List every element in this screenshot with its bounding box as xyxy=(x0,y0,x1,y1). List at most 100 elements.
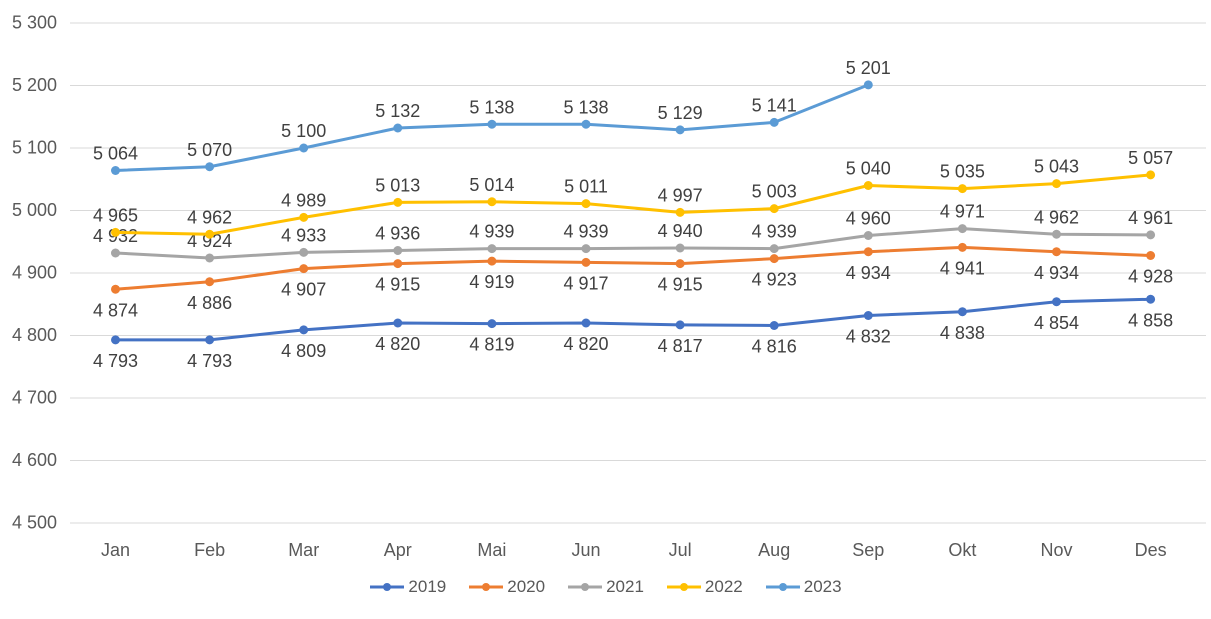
data-point-2023 xyxy=(111,166,120,175)
data-point-2020 xyxy=(205,277,215,287)
series-line-2021 xyxy=(114,227,1153,260)
data-point-2021 xyxy=(205,253,215,263)
data-label-2022: 5 003 xyxy=(752,182,797,202)
data-point-2021 xyxy=(393,246,403,255)
legend-dot xyxy=(383,583,392,591)
legend-label: 2021 xyxy=(606,577,644,596)
data-label-2021: 4 924 xyxy=(187,231,232,251)
data-label-2022: 4 962 xyxy=(187,207,232,227)
data-point-2022 xyxy=(769,204,779,214)
legend-dot xyxy=(482,583,491,591)
data-label-2021: 4 971 xyxy=(940,202,985,222)
data-label-2020: 4 941 xyxy=(940,258,985,278)
data-label-2020: 4 934 xyxy=(846,263,891,283)
data-label-2021: 4 939 xyxy=(752,222,797,242)
data-label-2019: 4 820 xyxy=(563,334,608,354)
x-axis-tick-label: Apr xyxy=(384,540,412,560)
data-label-2020: 4 874 xyxy=(93,300,138,320)
data-label-2021: 4 939 xyxy=(563,222,608,242)
data-point-2021 xyxy=(299,247,309,257)
data-point-2021 xyxy=(675,243,685,253)
chart-legend: 2019 2020 2021 2022 2023 xyxy=(0,574,1211,600)
y-axis-tick-label: 4 800 xyxy=(12,325,57,345)
data-label-2022: 5 035 xyxy=(940,162,985,182)
data-point-2023 xyxy=(863,80,873,90)
data-label-2023: 5 138 xyxy=(469,97,514,117)
data-point-2023 xyxy=(205,162,215,172)
data-point-2022 xyxy=(863,181,873,190)
y-axis-tick-label: 5 300 xyxy=(12,13,57,33)
data-point-2020 xyxy=(393,259,403,269)
data-label-2022: 4 965 xyxy=(93,205,138,225)
data-point-2022 xyxy=(1052,179,1061,189)
data-point-2020 xyxy=(957,242,967,252)
data-point-2019 xyxy=(863,311,873,320)
data-point-2020 xyxy=(1146,251,1156,260)
data-point-2023 xyxy=(769,117,779,127)
data-label-2022: 5 043 xyxy=(1034,157,1079,177)
legend-dot xyxy=(581,583,590,591)
x-axis-tick-label: Sep xyxy=(852,540,884,560)
data-label-2022: 5 013 xyxy=(375,175,420,195)
data-point-2019 xyxy=(111,335,120,345)
data-label-2023: 5 070 xyxy=(187,140,232,160)
data-label-2019: 4 819 xyxy=(469,335,514,355)
legend-item-2022: 2022 xyxy=(666,577,743,597)
y-axis-tick-label: 4 600 xyxy=(12,450,57,470)
data-label-2023: 5 138 xyxy=(563,97,608,117)
data-label-2019: 4 820 xyxy=(375,334,420,354)
y-axis-tick-label: 5 100 xyxy=(12,138,57,158)
x-axis-tick-label: Jan xyxy=(101,540,130,560)
data-label-2020: 4 934 xyxy=(1034,263,1079,283)
data-point-2022 xyxy=(205,229,215,239)
data-label-2019: 4 793 xyxy=(93,351,138,371)
y-axis-tick-label: 5 200 xyxy=(12,75,57,95)
data-label-2021: 4 961 xyxy=(1128,208,1173,228)
data-label-2021: 4 940 xyxy=(658,221,703,241)
data-point-2019 xyxy=(299,325,309,335)
data-label-2022: 5 014 xyxy=(469,175,514,195)
data-label-2022: 5 011 xyxy=(564,177,608,197)
data-label-2023: 5 132 xyxy=(375,101,420,121)
legend-item-2023: 2023 xyxy=(765,577,842,597)
data-label-2019: 4 816 xyxy=(752,337,797,357)
data-point-2022 xyxy=(675,207,685,217)
x-axis-tick-label: Mar xyxy=(288,540,319,560)
data-point-2023 xyxy=(393,123,403,133)
data-point-2021 xyxy=(581,244,591,254)
legend-dot xyxy=(679,583,688,591)
data-point-2022 xyxy=(487,197,497,207)
data-label-2019: 4 858 xyxy=(1128,310,1173,330)
y-axis-tick-label: 4 900 xyxy=(12,263,57,283)
data-point-2021 xyxy=(769,244,779,254)
data-point-2020 xyxy=(769,254,779,264)
data-point-2019 xyxy=(205,335,215,345)
data-point-2019 xyxy=(581,318,591,328)
data-point-2020 xyxy=(675,259,685,269)
data-label-2021: 4 960 xyxy=(846,209,891,229)
data-point-2023 xyxy=(581,119,591,129)
legend-label: 2020 xyxy=(507,577,546,596)
legend-line-marker-icon xyxy=(568,583,603,591)
series-line-2019 xyxy=(114,297,1153,342)
x-axis-tick-label: Jul xyxy=(669,540,692,560)
data-label-2023: 5 201 xyxy=(846,58,891,78)
legend-line-marker-icon xyxy=(765,583,800,591)
x-axis-tick-label: Des xyxy=(1135,540,1167,560)
data-label-2019: 4 832 xyxy=(846,327,891,347)
data-point-2020 xyxy=(1052,247,1061,257)
legend-item-2020: 2020 xyxy=(468,577,545,597)
x-axis-tick-label: Nov xyxy=(1040,540,1072,560)
x-axis-tick-label: Aug xyxy=(758,540,790,560)
x-axis-tick-label: Feb xyxy=(194,540,225,560)
data-point-2022 xyxy=(393,197,403,207)
data-label-2020: 4 928 xyxy=(1128,267,1173,287)
x-axis-tick-label: Okt xyxy=(948,540,976,560)
data-point-2021 xyxy=(863,231,873,240)
data-label-2021: 4 936 xyxy=(375,224,420,244)
data-label-2023: 5 064 xyxy=(93,144,138,164)
data-point-2019 xyxy=(487,319,497,329)
data-point-2019 xyxy=(393,318,403,328)
data-label-2019: 4 817 xyxy=(658,336,703,356)
data-point-2022 xyxy=(957,184,967,194)
